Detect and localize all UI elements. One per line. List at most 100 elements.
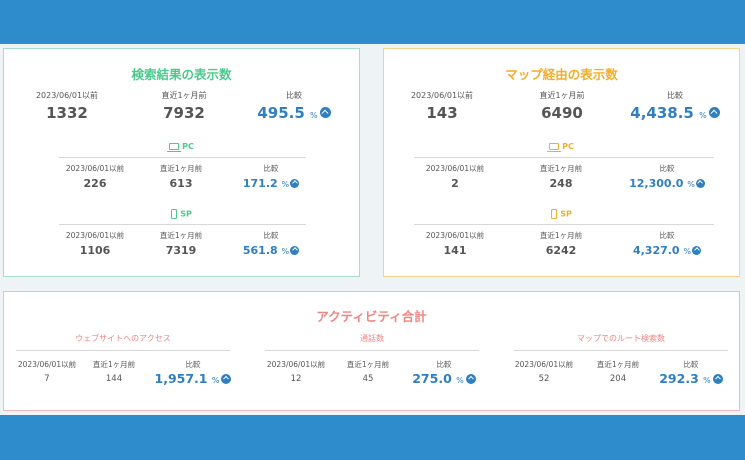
routes-before-metric: 2023/06/01以前 52 <box>505 359 583 384</box>
search-before-metric: 2023/06/01以前 1332 <box>22 90 112 122</box>
metric-label: 直近1ヶ月前 <box>346 360 390 369</box>
percent-unit: % <box>281 180 290 189</box>
metric-label: 直近1ヶ月前 <box>92 360 136 369</box>
calls-ratio-metric: 比較 275.0 % <box>396 359 492 386</box>
map-card-title: マップ経由の表示数 <box>505 67 618 82</box>
metric-ratio: 171.2 % <box>226 177 316 190</box>
pc-label: PC <box>562 142 574 151</box>
metric-value: 143 <box>426 104 458 122</box>
metric-label: 2023/06/01以前 <box>425 231 485 240</box>
map-ratio-metric: 比較 4,438.5 % <box>612 90 738 122</box>
search-pc-ratio-metric: 比較 171.2 % <box>226 163 316 190</box>
metric-value: 204 <box>609 374 627 384</box>
ratio-value: 275.0 <box>412 371 452 386</box>
top-bar <box>0 0 745 44</box>
sp-label: SP <box>560 209 572 219</box>
ratio-value: 12,300.0 <box>629 177 684 190</box>
metric-ratio: 561.8 % <box>226 244 316 257</box>
metric-label: 2023/06/01以前 <box>17 360 77 369</box>
search-recent-metric: 直近1ヶ月前 7932 <box>139 90 229 122</box>
bottom-bar <box>0 415 745 460</box>
divider <box>265 350 479 351</box>
metric-value: 141 <box>443 244 467 257</box>
website-before-metric: 2023/06/01以前 7 <box>8 359 86 384</box>
arrow-up-circle-icon <box>708 106 720 118</box>
map-pc-heading: PC <box>384 142 739 152</box>
routes-ratio-metric: 比較 292.3 % <box>644 359 738 386</box>
ratio-value: 4,327.0 <box>632 244 680 257</box>
map-pc-ratio-metric: 比較 12,300.0 % <box>612 163 722 190</box>
search-pc-heading: PC <box>4 142 359 152</box>
ratio-value: 4,438.5 <box>630 104 694 122</box>
metric-label: 比較 <box>667 91 683 100</box>
metric-value: 248 <box>549 177 573 190</box>
smartphone-icon <box>171 209 178 219</box>
smartphone-icon <box>551 209 558 219</box>
divider <box>514 350 728 351</box>
metric-ratio: 4,327.0 % <box>612 244 722 257</box>
activity-card-title: アクティビティ合計 <box>316 309 427 324</box>
percent-unit: % <box>687 180 695 189</box>
metric-label: 2023/06/01以前 <box>514 360 574 369</box>
calls-recent-metric: 直近1ヶ月前 45 <box>338 359 398 384</box>
metric-value: 613 <box>169 177 193 190</box>
metric-label: 2023/06/01以前 <box>35 91 99 100</box>
metric-value: 52 <box>538 374 550 384</box>
route-search-heading: マップでのルート検索数 <box>577 334 665 343</box>
search-sp-heading: SP <box>4 209 359 219</box>
metric-value: 1106 <box>79 244 111 257</box>
calls-heading: 通話数 <box>360 334 384 343</box>
metric-value: 7 <box>44 374 50 384</box>
percent-unit: % <box>310 111 318 120</box>
percent-unit: % <box>699 111 707 120</box>
map-views-card: マップ経由の表示数 2023/06/01以前 143 直近1ヶ月前 6490 比… <box>383 48 740 277</box>
divider <box>16 350 230 351</box>
arrow-up-circle-icon <box>695 178 705 188</box>
metric-label: 比較 <box>263 164 279 173</box>
ratio-value: 292.3 <box>659 371 699 386</box>
metric-ratio: 292.3 % <box>644 371 738 386</box>
search-sp-before-metric: 2023/06/01以前 1106 <box>52 230 138 257</box>
map-sp-recent-metric: 直近1ヶ月前 6242 <box>524 230 598 257</box>
metric-value: 226 <box>83 177 107 190</box>
percent-unit: % <box>456 376 464 385</box>
laptop-icon <box>547 143 562 152</box>
metric-ratio: 1,957.1 % <box>142 371 244 386</box>
map-sp-ratio-metric: 比較 4,327.0 % <box>612 230 722 257</box>
search-ratio-metric: 比較 495.5 % <box>239 90 349 122</box>
metric-label: 比較 <box>286 91 302 100</box>
metric-label: 直近1ヶ月前 <box>159 231 203 240</box>
routes-recent-metric: 直近1ヶ月前 204 <box>588 359 648 384</box>
metric-ratio: 4,438.5 % <box>612 104 738 122</box>
metric-label: 2023/06/01以前 <box>410 91 474 100</box>
percent-unit: % <box>703 376 711 385</box>
metric-ratio: 275.0 % <box>396 371 492 386</box>
map-pc-recent-metric: 直近1ヶ月前 248 <box>524 163 598 190</box>
arrow-up-circle-icon <box>465 373 476 384</box>
metric-label: 直近1ヶ月前 <box>539 231 583 240</box>
metric-value: 12 <box>290 374 302 384</box>
metric-label: 2023/06/01以前 <box>65 164 125 173</box>
metric-label: 比較 <box>683 360 699 369</box>
website-recent-metric: 直近1ヶ月前 144 <box>84 359 144 384</box>
map-before-metric: 2023/06/01以前 143 <box>397 90 487 122</box>
ratio-value: 561.8 <box>242 244 278 257</box>
percent-unit: % <box>211 376 220 385</box>
activity-total-card: アクティビティ合計 ウェブサイトへのアクセス 2023/06/01以前 7 直近… <box>3 291 740 411</box>
pc-label: PC <box>182 142 194 151</box>
divider <box>414 157 714 158</box>
metric-label: 直近1ヶ月前 <box>539 91 585 100</box>
arrow-up-circle-icon <box>712 373 723 384</box>
metric-label: 比較 <box>659 164 675 173</box>
ratio-value: 1,957.1 <box>154 371 208 386</box>
metric-value: 2 <box>451 177 459 190</box>
arrow-up-circle-icon <box>290 178 300 188</box>
metric-label: 直近1ヶ月前 <box>159 164 203 173</box>
metric-value: 1332 <box>46 104 88 122</box>
metric-value: 45 <box>362 374 374 384</box>
metric-ratio: 12,300.0 % <box>612 177 722 190</box>
metric-label: 比較 <box>185 360 201 369</box>
metric-value: 6242 <box>545 244 577 257</box>
metric-label: 直近1ヶ月前 <box>596 360 640 369</box>
arrow-up-circle-icon <box>290 245 300 255</box>
